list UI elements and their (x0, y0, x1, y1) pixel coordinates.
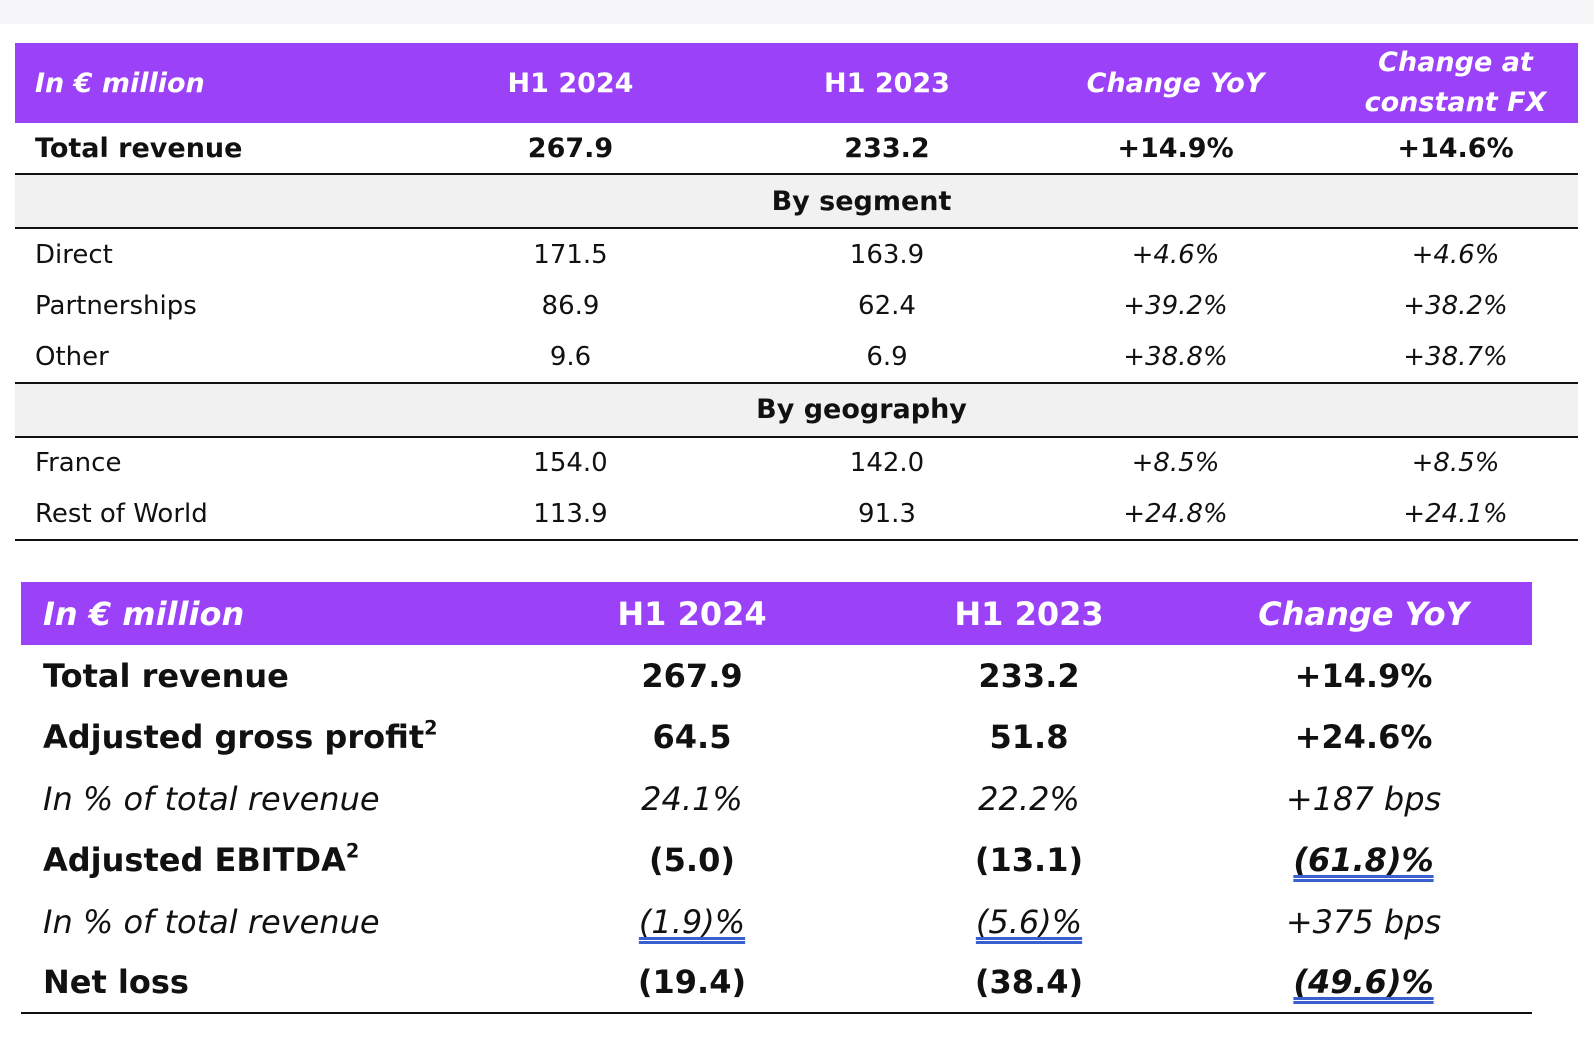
cell-h1-2023: 62.4 (858, 291, 916, 322)
header-change-constant-fx-line1: Change at (1378, 47, 1533, 78)
header-change-yoy: Change YoY (1086, 67, 1265, 99)
cell-h1-2024: 267.9 (641, 656, 743, 695)
cell-change-constant-fx: +14.6% (1397, 132, 1514, 164)
cell-change-yoy: +38.8% (1123, 341, 1228, 372)
row-label: Adjusted EBITDA2 (21, 841, 521, 879)
cell-change-constant-fx: +38.7% (1403, 341, 1508, 372)
cell-change-yoy: +187 bps (1285, 779, 1442, 818)
cell-h1-2024: 267.9 (527, 132, 614, 164)
cell-change-yoy: (49.6)% (1195, 963, 1532, 1001)
table-row: In % of total revenue 24.1% 22.2% +187 b… (21, 768, 1532, 830)
cell-change-yoy: +24.6% (1294, 718, 1433, 757)
total-revenue-row: Total revenue 267.9 233.2 +14.9% +14.6% (15, 123, 1578, 175)
table-row: Partnerships 86.9 62.4 +39.2% +38.2% (15, 281, 1578, 333)
row-label: Rest of World (35, 498, 208, 529)
cell-h1-2023: 22.2% (978, 779, 1080, 818)
cell-h1-2023: 91.3 (858, 498, 916, 529)
cell-h1-2024: 86.9 (541, 291, 600, 322)
cell-h1-2024: 24.1% (641, 779, 743, 818)
section-header-geography: By geography (15, 383, 1578, 438)
footnote-marker: 2 (345, 839, 360, 863)
cell-change-constant-fx: +38.2% (1403, 291, 1508, 322)
cell-h1-2023: 163.9 (849, 239, 925, 270)
row-label: Partnerships (35, 291, 197, 322)
cell-h1-2024: 154.0 (533, 448, 608, 479)
row-label-text: Adjusted gross profit (43, 718, 425, 757)
table-row: France 154.0 142.0 +8.5% +8.5% (15, 438, 1578, 490)
section-title: By geography (756, 394, 967, 425)
cell-change-yoy: +14.9% (1294, 656, 1433, 695)
table-header: In € million H1 2024 H1 2023 Change YoY … (15, 43, 1578, 123)
cell-change-yoy: (61.8)% (1195, 841, 1532, 879)
cell-h1-2024: 171.5 (533, 239, 608, 270)
cell-change-constant-fx: +4.6% (1411, 239, 1500, 270)
cell-change-yoy: +24.8% (1123, 498, 1228, 529)
cell-h1-2024: (1.9)% (521, 903, 863, 941)
table-row: Direct 171.5 163.9 +4.6% +4.6% (15, 229, 1578, 281)
footnote-marker: 2 (424, 716, 438, 740)
revenue-breakdown-table: In € million H1 2024 H1 2023 Change YoY … (15, 43, 1578, 541)
table-row: Total revenue 267.9 233.2 +14.9% (21, 645, 1532, 707)
cell-change-yoy: +4.6% (1131, 239, 1220, 270)
cell-h1-2023: (5.6)% (863, 903, 1195, 941)
cell-h1-2023: 142.0 (849, 448, 925, 479)
row-label: In % of total revenue (43, 779, 380, 818)
section-header-segment: By segment (15, 175, 1578, 229)
header-change-yoy: Change YoY (1258, 594, 1469, 633)
row-label: In % of total revenue (43, 902, 380, 941)
table-row: Other 9.6 6.9 +38.8% +38.7% (15, 332, 1578, 384)
table-row: In % of total revenue (1.9)% (5.6)% +375… (21, 891, 1532, 953)
table-row: Adjusted gross profit2 64.5 51.8 +24.6% (21, 707, 1532, 769)
cell-change-yoy: +14.9% (1117, 132, 1234, 164)
header-h1-2024: H1 2024 (617, 594, 767, 633)
header-change-constant-fx: Change at constant FX (1333, 43, 1578, 123)
underlined-value: (1.9)% (638, 902, 746, 941)
header-h1-2024: H1 2024 (507, 67, 634, 99)
row-label: Direct (35, 239, 113, 270)
row-label: Other (35, 341, 109, 372)
cell-h1-2023: 6.9 (866, 341, 908, 372)
cell-change-yoy: +39.2% (1123, 291, 1228, 322)
header-h1-2023: H1 2023 (824, 67, 950, 99)
cell-change-yoy: +8.5% (1131, 448, 1220, 479)
cell-h1-2024: 9.6 (549, 341, 592, 372)
cell-h1-2024: 64.5 (652, 718, 732, 757)
row-label: Net loss (43, 963, 189, 1002)
row-label: France (35, 448, 122, 479)
cell-change-constant-fx: +8.5% (1411, 448, 1500, 479)
row-label: Total revenue (43, 656, 289, 695)
row-label: Adjusted gross profit2 (21, 718, 521, 756)
cell-h1-2024: 113.9 (533, 498, 608, 529)
table-header: In € million H1 2024 H1 2023 Change YoY (21, 582, 1532, 645)
profitability-table: In € million H1 2024 H1 2023 Change YoY … (21, 582, 1532, 1014)
header-h1-2023: H1 2023 (954, 594, 1104, 633)
underlined-value: (5.6)% (975, 902, 1083, 941)
cell-h1-2024: (5.0) (649, 841, 735, 880)
header-label: In € million (43, 594, 245, 633)
header-change-constant-fx-line2: constant FX (1364, 87, 1547, 118)
underlined-value: (61.8)% (1293, 841, 1434, 880)
top-band (0, 0, 1594, 24)
table-row: Rest of World 113.9 91.3 +24.8% +24.1% (15, 489, 1578, 541)
underlined-value: (49.6)% (1293, 963, 1434, 1002)
table-row: Net loss (19.4) (38.4) (49.6)% (21, 953, 1532, 1014)
cell-h1-2023: (38.4) (974, 963, 1084, 1002)
section-title: By segment (771, 185, 952, 217)
row-label-text: Adjusted EBITDA (43, 841, 346, 880)
cell-h1-2024: (19.4) (637, 963, 747, 1002)
row-label: Total revenue (35, 132, 243, 164)
cell-h1-2023: 233.2 (978, 656, 1080, 695)
header-label: In € million (35, 67, 205, 99)
cell-h1-2023: 51.8 (989, 718, 1069, 757)
table-row: Adjusted EBITDA2 (5.0) (13.1) (61.8)% (21, 830, 1532, 892)
cell-change-constant-fx: +24.1% (1403, 498, 1508, 529)
cell-h1-2023: 233.2 (844, 132, 930, 164)
cell-change-yoy: +375 bps (1285, 902, 1442, 941)
cell-h1-2023: (13.1) (974, 841, 1084, 880)
